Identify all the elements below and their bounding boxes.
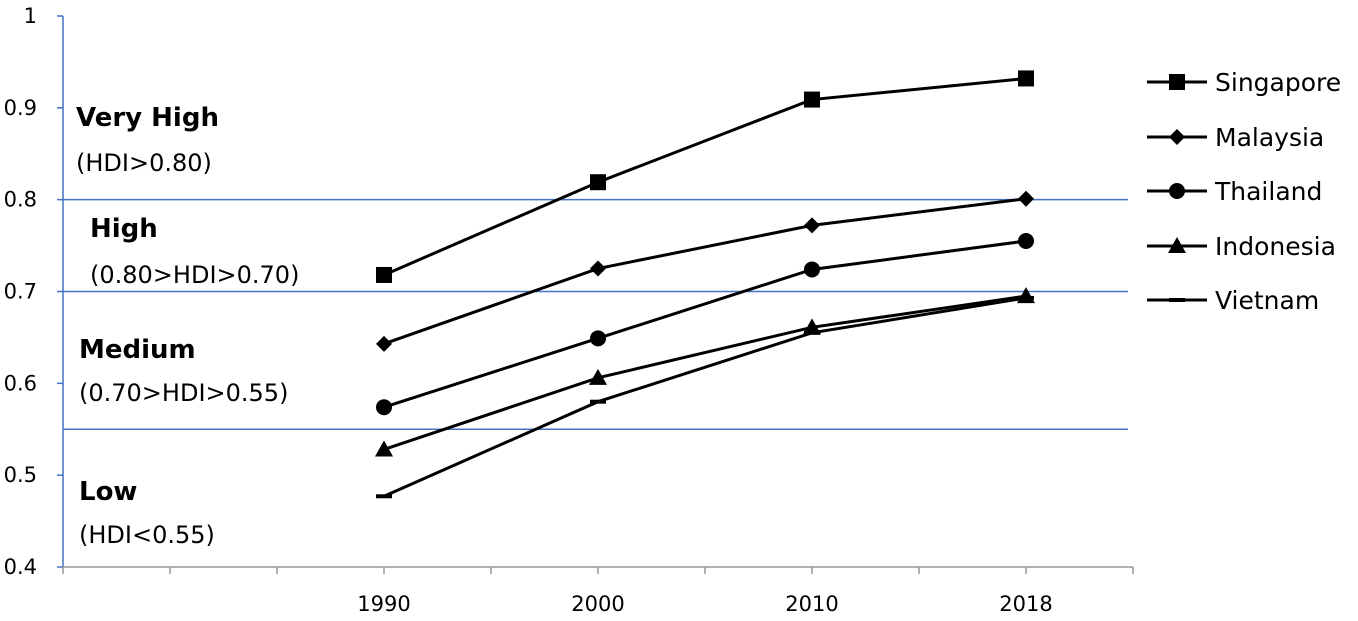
marker-triangle [589, 368, 607, 385]
marker-circle [1018, 232, 1034, 249]
series-line-vietnam [383, 296, 1027, 498]
series-malaysia [376, 190, 1034, 352]
marker-circle [590, 330, 606, 347]
legend-item-malaysia: Malaysia [1147, 123, 1324, 152]
band-very-high-title: Very High [76, 103, 219, 133]
y-tick-label: 0.9 [4, 96, 37, 120]
marker-circle [376, 399, 392, 416]
legend-item-indonesia: Indonesia [1147, 232, 1336, 261]
series-line-indonesia [383, 294, 1027, 451]
marker-circle [804, 261, 820, 278]
marker-circle [1169, 183, 1185, 199]
reference-lines [63, 198, 1128, 430]
y-tick-label: 1 [24, 4, 37, 28]
marker-dash [1169, 298, 1185, 302]
marker-diamond [1169, 129, 1185, 145]
y-tick-label: 0.5 [4, 463, 37, 487]
axes: 0.4 0.5 0.6 0.7 0.8 0.9 1 1990 2000 2010 2018 [4, 4, 1134, 616]
marker-square [1169, 74, 1185, 90]
series-line-thailand [383, 239, 1027, 409]
band-high-range: (0.80>HDI>0.70) [90, 261, 299, 289]
marker-square [590, 174, 606, 191]
marker-triangle [803, 318, 821, 335]
series-group [375, 70, 1035, 499]
x-tick-label: 2018 [999, 592, 1052, 616]
marker-diamond [590, 260, 606, 277]
y-tick-label: 0.6 [4, 371, 37, 395]
series-line-singapore [383, 76, 1027, 277]
marker-diamond [1018, 190, 1034, 207]
band-low-title: Low [79, 477, 137, 507]
legend: Singapore Malaysia Thailand Indonesia Vietna… [1147, 68, 1341, 315]
series-vietnam [376, 295, 1034, 499]
y-tick-label: 0.4 [4, 555, 37, 579]
legend-item-singapore: Singapore [1147, 68, 1341, 97]
legend-item-thailand: Thailand [1147, 177, 1322, 206]
marker-triangle [1017, 287, 1035, 304]
band-very-high-range: (HDI>0.80) [76, 149, 212, 177]
legend-label-malaysia: Malaysia [1215, 123, 1324, 152]
marker-diamond [376, 335, 392, 352]
series-line-malaysia [383, 197, 1027, 346]
band-medium-title: Medium [79, 335, 196, 365]
band-low-range: (HDI<0.55) [79, 521, 215, 549]
marker-square [804, 91, 820, 108]
legend-label-indonesia: Indonesia [1215, 232, 1336, 261]
marker-square [376, 266, 392, 283]
band-medium-range: (0.70>HDI>0.55) [79, 379, 288, 407]
legend-label-vietnam: Vietnam [1215, 286, 1319, 315]
marker-dash [590, 399, 606, 404]
marker-square [1018, 70, 1034, 87]
marker-dash [1018, 295, 1034, 300]
marker-triangle [1168, 237, 1186, 253]
legend-label-singapore: Singapore [1215, 68, 1341, 97]
marker-dash [376, 494, 392, 499]
series-singapore [376, 70, 1034, 283]
band-high-title: High [90, 214, 158, 244]
marker-triangle [375, 440, 393, 457]
legend-item-vietnam: Vietnam [1147, 286, 1319, 315]
marker-dash [804, 330, 820, 335]
series-thailand [376, 232, 1034, 416]
y-tick-label: 0.7 [4, 280, 37, 304]
x-tick-label: 2000 [571, 592, 624, 616]
band-labels: Very High (HDI>0.80) High (0.80>HDI>0.70… [76, 103, 299, 549]
marker-diamond [804, 217, 820, 234]
legend-label-thailand: Thailand [1214, 177, 1322, 206]
y-tick-label: 0.8 [4, 188, 37, 212]
x-tick-label: 2010 [785, 592, 838, 616]
x-tick-label: 1990 [357, 592, 410, 616]
